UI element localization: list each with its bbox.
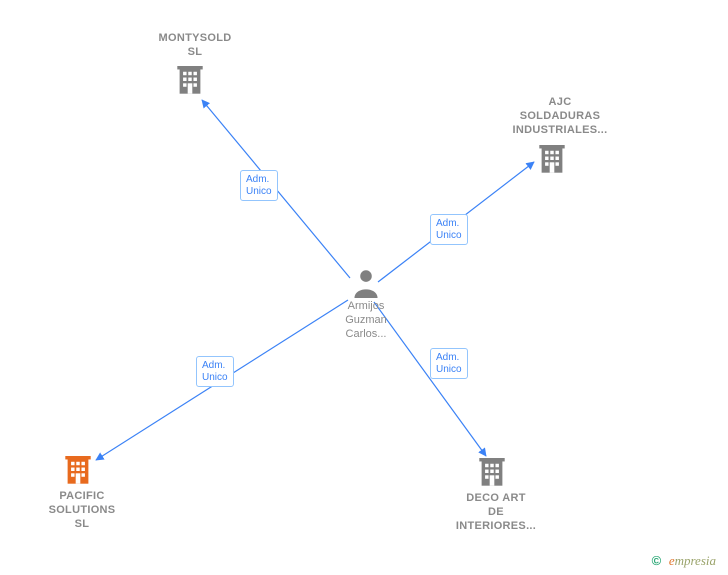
building-icon[interactable] — [478, 458, 506, 488]
node-label: MONTYSOLD SL — [140, 32, 250, 60]
edge-label: Adm. Unico — [430, 214, 468, 245]
footer-attribution: © empresia — [652, 553, 716, 569]
node-label: AJC SOLDADURAS INDUSTRIALES... — [500, 96, 620, 137]
person-icon[interactable] — [352, 268, 380, 298]
copyright-symbol: © — [652, 553, 662, 568]
building-icon[interactable] — [64, 456, 92, 486]
node-label: DECO ART DE INTERIORES... — [446, 492, 546, 533]
edge-label: Adm. Unico — [196, 356, 234, 387]
node-label: PACIFIC SOLUTIONS SL — [32, 490, 132, 531]
edge-label: Adm. Unico — [430, 348, 468, 379]
building-icon[interactable] — [176, 66, 204, 96]
brand-rest: mpresia — [675, 553, 716, 568]
center-node-label: Armijos Guzman Carlos... — [336, 300, 396, 341]
edge-label: Adm. Unico — [240, 170, 278, 201]
building-icon[interactable] — [538, 145, 566, 175]
